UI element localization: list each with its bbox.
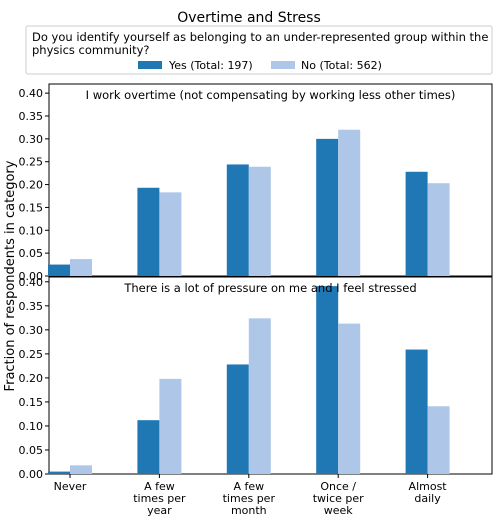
bar-yes: [316, 138, 339, 276]
y-tick-label: 0.35: [19, 300, 44, 313]
y-tick-label: 0.25: [19, 156, 44, 169]
legend-swatch-yes: [138, 61, 162, 69]
x-tick-label: month: [231, 504, 267, 517]
bar-no: [70, 465, 92, 474]
panel-stress: 0.00 0.05 0.10 0.15 0.20 0.25 0.30 0.35 0.40 Ther…: [19, 276, 493, 517]
bar-yes: [226, 364, 249, 474]
x-tick-label: week: [324, 504, 354, 517]
y-tick-label: 0.05: [19, 247, 44, 260]
panel-title: I work overtime (not compensating by wor…: [86, 88, 456, 102]
bar-yes: [226, 164, 249, 276]
bar-no: [248, 166, 271, 276]
legend-label-no: No (Total: 562): [301, 59, 382, 72]
bar-yes: [137, 187, 160, 276]
y-tick-label: 0.00: [19, 468, 44, 481]
x-tick-label: A few: [144, 480, 175, 493]
bar-no: [159, 378, 182, 474]
x-tick-label: times per: [133, 492, 186, 505]
bar-no: [248, 318, 271, 474]
y-tick-label: 0.35: [19, 110, 44, 123]
bar-no: [427, 406, 450, 474]
bar-yes: [48, 264, 70, 276]
bar-no: [427, 183, 450, 276]
y-tick-label: 0.30: [19, 133, 44, 146]
x-tick-label: daily: [414, 492, 441, 505]
x-tick-label: twice per: [313, 492, 364, 505]
legend-title-line1: Do you identify yourself as belonging to…: [32, 30, 488, 44]
x-tick-label: year: [147, 504, 172, 517]
legend-swatch-no: [271, 61, 295, 69]
x-tick-label: Never: [54, 480, 87, 493]
y-tick-label: 0.15: [19, 396, 44, 409]
x-tick-label: Almost: [409, 480, 448, 493]
y-tick-label: 0.25: [19, 348, 44, 361]
bar-yes: [137, 420, 160, 474]
bar-yes: [405, 349, 428, 474]
legend: Do you identify yourself as belonging to…: [25, 25, 493, 75]
panel-overtime: 0.00 0.05 0.10 0.15 0.20 0.25 0.30 0.35 0.40 I wo…: [19, 83, 493, 283]
bar-no: [159, 192, 182, 276]
y-tick-label: 0.30: [19, 324, 44, 337]
x-tick-label: times per: [223, 492, 276, 505]
y-tick-label: 0.00: [19, 270, 44, 283]
bar-no: [338, 129, 361, 276]
y-tick-label: 0.15: [19, 201, 44, 214]
y-tick-label: 0.10: [19, 420, 44, 433]
y-tick-label: 0.20: [19, 372, 44, 385]
figure-title: Overtime and Stress: [177, 10, 321, 26]
y-tick-label: 0.20: [19, 179, 44, 192]
y-tick-label: 0.40: [19, 87, 44, 100]
y-tick-label: 0.05: [19, 444, 44, 457]
legend-label-yes: Yes (Total: 197): [168, 59, 253, 72]
y-tick-label: 0.40: [19, 276, 44, 289]
y-tick-label: 0.10: [19, 224, 44, 237]
bar-yes: [405, 171, 428, 276]
x-tick-label: Once /: [320, 480, 356, 493]
panel-title: There is a lot of pressure on me and I f…: [123, 281, 416, 295]
y-axis-label: Fraction of respondents in category: [3, 160, 18, 391]
legend-title-line2: physics community?: [32, 43, 150, 57]
bar-yes: [48, 471, 70, 474]
bar-no: [70, 259, 92, 276]
bar-no: [338, 323, 361, 474]
bar-yes: [316, 286, 339, 474]
x-tick-label: A few: [233, 480, 264, 493]
